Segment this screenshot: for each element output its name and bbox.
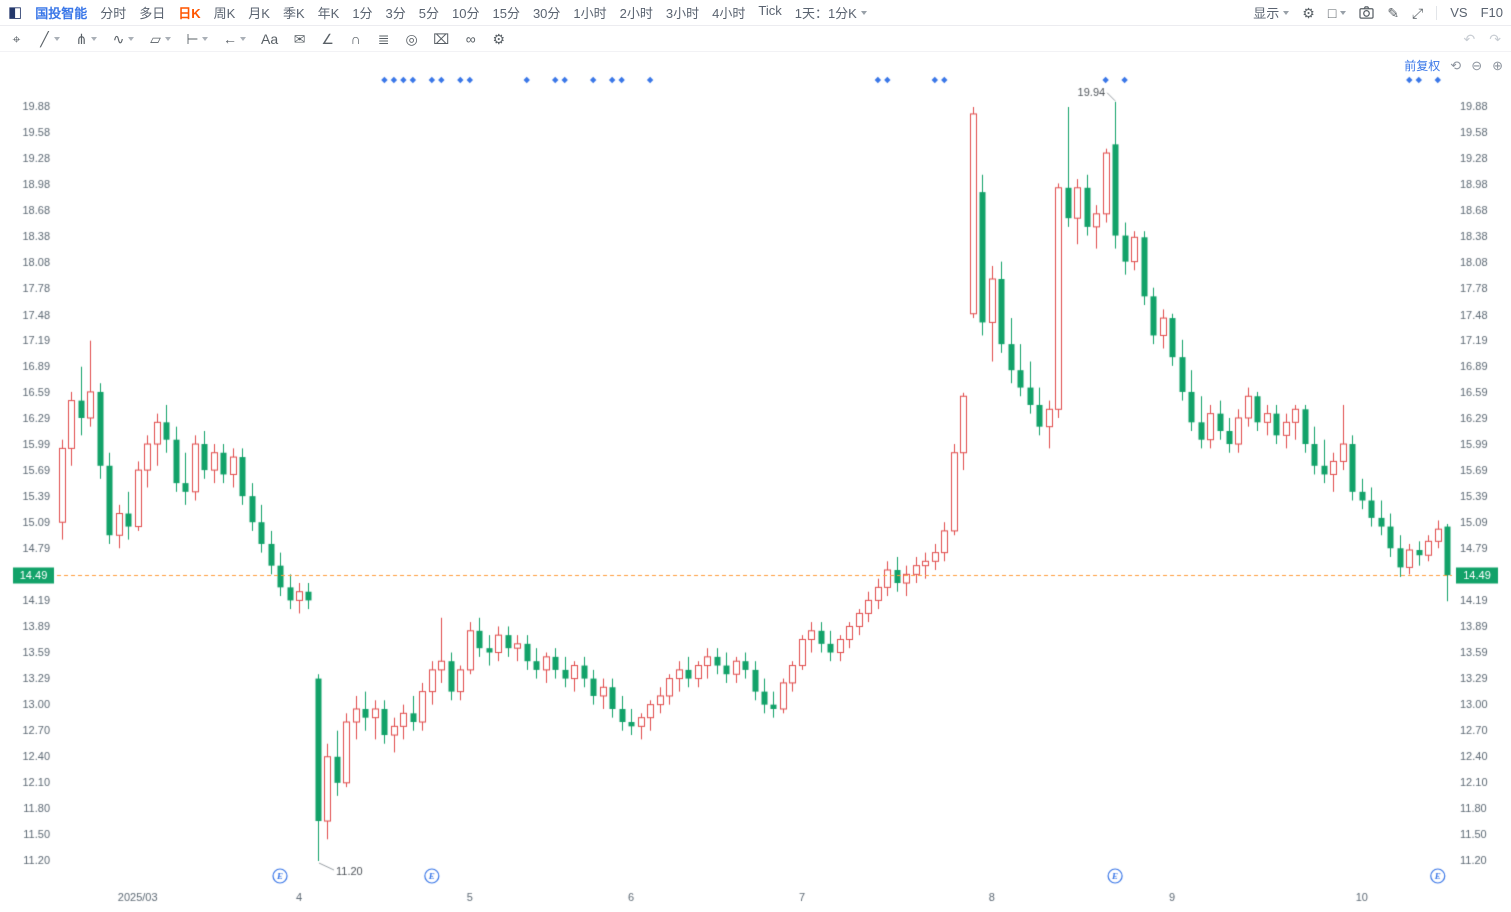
layout-icon: □ [1327,4,1337,21]
vs-button[interactable]: VS [1450,5,1468,20]
pattern-tool-icon[interactable]: ▱ [149,32,171,46]
target-tool-glyph: ◎ [405,30,418,47]
chevron-down-icon [128,36,134,41]
comment-tool-icon[interactable]: ✉ [293,32,306,46]
layout-dropdown[interactable]: □ [1327,4,1347,21]
angle-tool-glyph: ∠ [321,30,334,47]
pattern-tool-glyph: ▱ [150,30,161,47]
zoom-in-icon[interactable]: ⊕ [1492,58,1503,73]
redo-icon[interactable]: ↷ [1489,30,1501,47]
sidebar-toggle-icon[interactable]: ◧ [8,4,23,21]
custom-period-label: 1天：1分K [794,6,857,21]
undo-redo-group: ↶ ↷ [1464,32,1501,46]
period-tab-15分[interactable]: 15分 [492,6,520,21]
stock-name[interactable]: 国投智能 [35,6,88,21]
candlestick-chart[interactable] [0,52,1511,912]
text-tool-glyph: Aa [261,30,279,47]
zoom-out-icon[interactable]: ⊖ [1471,58,1483,73]
chevron-down-icon [860,10,867,15]
period-tab-10分[interactable]: 10分 [452,6,480,21]
divider [1436,5,1438,20]
reset-zoom-icon[interactable]: ⟲ [1450,58,1462,73]
wave-tool-icon[interactable]: ∿ [112,32,134,46]
chart-settings-gear-icon[interactable]: ⚙ [1302,4,1315,21]
tool-settings-glyph: ⚙ [492,30,506,47]
chart-area: 前复权 ⟲ ⊖ ⊕ [0,52,1511,912]
period-tab-3小时[interactable]: 3小时 [665,6,700,21]
display-dropdown[interactable]: 显示 [1253,3,1290,22]
period-tab-分时[interactable]: 分时 [100,6,127,21]
delete-tool-glyph: ⌧ [433,30,450,47]
display-label: 显示 [1253,6,1280,21]
drawing-toolbar: ⌖ ╱ ⋔ ∿ ▱ ⊢ ← Aa ✉ ∠ ∩ ≣ ◎ ⌧ ∞ ⚙ ↶ ↷ [0,26,1511,52]
screenshot-camera-icon[interactable] [1359,6,1374,19]
measure-tool-glyph: ⊢ [186,30,199,47]
wave-tool-glyph: ∿ [112,30,125,47]
tool-settings-icon[interactable]: ⚙ [492,32,505,46]
target-tool-icon[interactable]: ◎ [405,32,418,46]
chevron-down-icon [1283,10,1290,15]
period-tab-周K[interactable]: 周K [213,6,236,21]
fullscreen-icon[interactable]: ⤢ [1412,4,1424,21]
trendline-tool-icon[interactable]: ╱ [38,32,60,46]
period-tab-2小时[interactable]: 2小时 [619,6,653,21]
draw-pen-icon[interactable]: ✎ [1387,4,1400,21]
measure-tool-icon[interactable]: ⊢ [186,32,208,46]
period-tab-季K[interactable]: 季K [282,6,305,21]
period-tab-1分[interactable]: 1分 [352,6,373,21]
period-tab-多日[interactable]: 多日 [139,6,166,21]
magnet-tool-icon[interactable]: ∩ [349,32,362,46]
period-tabs: 分时 多日 日K 周K 月K 季K 年K 1分 3分 5分 10分 15分 30分 1小时 2小时 3小时 4小… [100,3,782,22]
chevron-down-icon [54,36,60,41]
move-tool-icon[interactable]: ⌖ [10,32,23,46]
compare-tool-glyph: ∞ [465,30,476,47]
layers-tool-glyph: ≣ [377,30,390,47]
chevron-down-icon [91,36,97,41]
magnet-tool-glyph: ∩ [350,30,361,47]
drawing-tools-group: ⌖ ╱ ⋔ ∿ ▱ ⊢ ← Aa ✉ ∠ ∩ ≣ ◎ ⌧ ∞ ⚙ [10,32,506,46]
angle-tool-icon[interactable]: ∠ [321,32,334,46]
layers-tool-icon[interactable]: ≣ [377,32,390,46]
pitchfork-tool-icon[interactable]: ⋔ [75,32,97,46]
compare-tool-icon[interactable]: ∞ [464,32,477,46]
trendline-tool-glyph: ╱ [40,30,49,47]
period-tab-月K[interactable]: 月K [248,6,270,21]
period-tab-年K[interactable]: 年K [317,6,340,21]
arrow-tool-icon[interactable]: ← [223,32,246,46]
period-tab-4小时[interactable]: 4小时 [712,6,746,21]
chevron-down-icon [1340,10,1347,15]
period-tab-3分[interactable]: 3分 [385,6,406,21]
adjustment-mode-button[interactable]: 前复权 [1404,59,1441,73]
arrow-tool-glyph: ← [223,30,237,47]
f10-button[interactable]: F10 [1480,5,1503,20]
move-tool-glyph: ⌖ [12,30,21,47]
comment-tool-glyph: ✉ [293,30,306,47]
topbar-right-group: 显示 ⚙ □ ✎ ⤢ VS F10 [1253,3,1503,22]
undo-icon[interactable]: ↶ [1463,30,1476,47]
chevron-down-icon [202,36,208,41]
period-tab-日K[interactable]: 日K [178,6,201,21]
top-toolbar: ◧ 国投智能 分时 多日 日K 周K 月K 季K 年K 1分 3分 5分 10分 15分 30分 1小时 2… [0,0,1511,26]
period-tab-1小时[interactable]: 1小时 [573,6,607,21]
chevron-down-icon [240,36,246,41]
period-tab-30分[interactable]: 30分 [532,6,561,21]
delete-tool-icon[interactable]: ⌧ [433,32,449,46]
period-tab-Tick[interactable]: Tick [758,3,782,18]
chart-controls: 前复权 ⟲ ⊖ ⊕ [1404,57,1503,74]
pitchfork-tool-glyph: ⋔ [75,30,88,47]
custom-period-dropdown[interactable]: 1天：1分K [795,3,867,22]
chevron-down-icon [165,36,171,41]
period-tab-5分[interactable]: 5分 [418,6,440,21]
text-tool-icon[interactable]: Aa [261,32,278,46]
